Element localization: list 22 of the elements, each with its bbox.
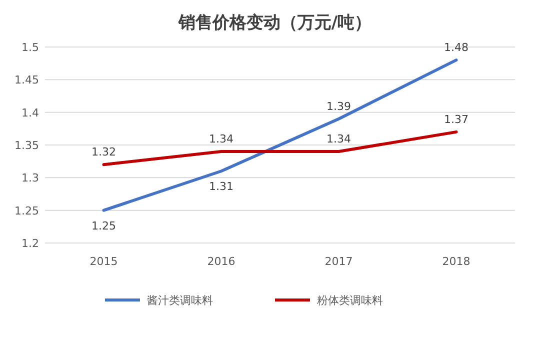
- x-tick-label: 2017: [324, 255, 353, 268]
- y-tick-label: 1.35: [14, 139, 39, 152]
- data-label: 1.32: [92, 146, 116, 159]
- data-label: 1.39: [326, 100, 351, 113]
- data-label: 1.25: [92, 219, 116, 232]
- x-tick-label: 2018: [442, 255, 470, 268]
- data-label: 1.31: [209, 180, 234, 194]
- y-tick-label: 1.25: [14, 204, 39, 218]
- y-tick-label: 1.2: [22, 237, 39, 250]
- y-tick-label: 1.5: [22, 41, 39, 54]
- x-tick-label: 2015: [90, 255, 118, 268]
- data-label: 1.34: [209, 132, 234, 146]
- data-label: 1.48: [444, 41, 468, 54]
- x-tick-label: 2016: [207, 255, 236, 268]
- data-label: 1.37: [444, 112, 468, 126]
- legend-label: 酱汁类调味料: [147, 294, 213, 307]
- y-tick-label: 1.45: [14, 74, 39, 87]
- data-label: 1.34: [326, 132, 351, 146]
- y-tick-label: 1.4: [22, 106, 39, 120]
- chart-title: 销售价格变动（万元/吨）: [177, 13, 372, 33]
- legend-label: 粉体类调味料: [317, 294, 383, 307]
- y-tick-label: 1.3: [22, 172, 39, 185]
